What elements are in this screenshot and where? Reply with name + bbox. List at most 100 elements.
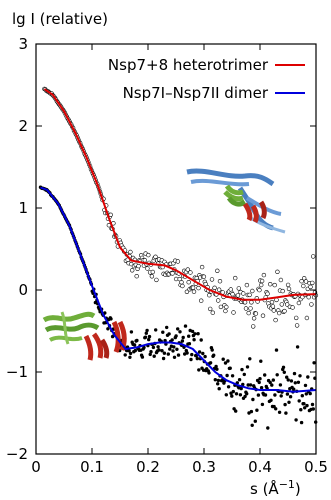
heterotrimer-point-188 — [211, 311, 215, 315]
dimer-point-307 — [280, 394, 283, 397]
dimer-point-245 — [231, 374, 234, 377]
dimer-point-157 — [162, 357, 165, 360]
dimer-point-138 — [147, 338, 150, 341]
dimer-point-325 — [294, 381, 297, 384]
dimer-point-190 — [188, 342, 191, 345]
dimer-point-317 — [287, 401, 290, 404]
heterotrimer-point-229 — [248, 293, 252, 297]
dimer-point-228 — [218, 387, 221, 390]
dimer-point-223 — [214, 378, 217, 381]
dimer-point-329 — [297, 381, 300, 384]
dimer-point-86 — [106, 327, 109, 330]
dimer-point-175 — [176, 327, 179, 330]
heterotrimer-point-254 — [270, 300, 274, 304]
dimer-point-197 — [193, 332, 196, 335]
heterotrimer-point-197 — [219, 305, 223, 309]
dimer-point-315 — [286, 392, 289, 395]
heterotrimer-point-256 — [272, 309, 276, 313]
heterotrimer-point-234 — [252, 316, 256, 320]
dimer-point-240 — [227, 385, 230, 388]
dimer-point-171 — [173, 356, 176, 359]
dimer-point-283 — [261, 403, 264, 406]
heterotrimer-point-295 — [307, 295, 311, 299]
dimer-point-333 — [300, 421, 303, 424]
dimer-point-108 — [124, 353, 127, 356]
y-tick-label-2: 0 — [18, 281, 28, 299]
svg-text:s (Å−1): s (Å−1) — [250, 478, 301, 498]
dimer-point-316 — [287, 378, 290, 381]
dimer-point-320 — [290, 379, 293, 382]
heterotrimer-structure-icon — [187, 171, 285, 232]
dimer-point-268 — [249, 383, 252, 386]
heterotrimer-point-203 — [224, 305, 228, 309]
dimer-point-297 — [272, 378, 275, 381]
heterotrimer-point-230 — [249, 307, 253, 311]
dimer-point-217 — [209, 361, 212, 364]
dimer-point-205 — [200, 338, 203, 341]
dimer-point-340 — [305, 404, 308, 407]
dimer-point-115 — [129, 352, 132, 355]
heterotrimer-point-143 — [171, 272, 175, 276]
dimer-point-331 — [298, 374, 301, 377]
dimer-point-173 — [174, 334, 177, 337]
dimer-points — [39, 186, 318, 430]
dimer-point-215 — [207, 371, 210, 374]
heterotrimer-point-194 — [216, 299, 220, 303]
dimer-point-136 — [145, 329, 148, 332]
dimer-point-290 — [266, 426, 269, 429]
heterotrimer-point-125 — [155, 278, 159, 282]
dimer-point-242 — [229, 367, 232, 370]
x-axis-ticks: 0 0.1 0.2 0.3 0.4 0.5 — [31, 44, 328, 476]
dimer-point-181 — [181, 339, 184, 342]
heterotrimer-point-210 — [231, 292, 235, 296]
dimer-point-313 — [284, 411, 287, 414]
dimer-point-155 — [160, 349, 163, 352]
dimer-point-174 — [175, 348, 178, 351]
heterotrimer-point-292 — [304, 280, 308, 284]
dimer-point-123 — [135, 339, 138, 342]
dimer-point-161 — [165, 326, 168, 329]
heterotrimer-point-266 — [281, 289, 285, 293]
heterotrimer-point-163 — [189, 271, 193, 275]
heterotrimer-point-297 — [309, 285, 313, 289]
heterotrimer-point-224 — [243, 300, 247, 304]
dimer-point-147 — [154, 328, 157, 331]
heterotrimer-point-293 — [305, 316, 309, 320]
dimer-point-192 — [189, 358, 192, 361]
dimer-point-274 — [254, 420, 257, 423]
dimer-point-348 — [312, 407, 315, 410]
dimer-point-116 — [130, 330, 133, 333]
dimer-point-189 — [187, 335, 190, 338]
dimer-point-210 — [203, 355, 206, 358]
dimer-point-300 — [274, 407, 277, 410]
dimer-point-237 — [225, 393, 228, 396]
dimer-point-185 — [184, 324, 187, 327]
dimer-point-306 — [279, 383, 282, 386]
heterotrimer-point-149 — [176, 260, 180, 264]
dimer-point-302 — [276, 373, 279, 376]
heterotrimer-point-282 — [295, 324, 299, 328]
y-tick-label-1: −1 — [6, 363, 28, 381]
y-tick-label-0: −2 — [6, 445, 28, 463]
dimer-point-141 — [149, 350, 152, 353]
heterotrimer-point-211 — [232, 311, 236, 315]
heterotrimer-point-74 — [109, 213, 113, 217]
heterotrimer-point-172 — [197, 286, 201, 290]
heterotrimer-point-225 — [244, 307, 248, 311]
dimer-point-278 — [257, 393, 260, 396]
y-tick-label-4: 2 — [18, 117, 28, 135]
x-tick-label-5: 0.5 — [304, 458, 328, 476]
heterotrimer-points — [43, 87, 318, 328]
heterotrimer-point-228 — [247, 311, 251, 315]
dimer-point-139 — [148, 335, 151, 338]
heterotrimer-point-196 — [218, 279, 222, 283]
dimer-point-279 — [258, 381, 261, 384]
heterotrimer-point-217 — [237, 287, 241, 291]
dimer-point-264 — [246, 365, 249, 368]
heterotrimer-point-153 — [180, 280, 184, 284]
dimer-point-287 — [264, 393, 267, 396]
heterotrimer-point-284 — [297, 301, 301, 305]
heterotrimer-point-202 — [224, 309, 228, 313]
dimer-point-239 — [226, 359, 229, 362]
